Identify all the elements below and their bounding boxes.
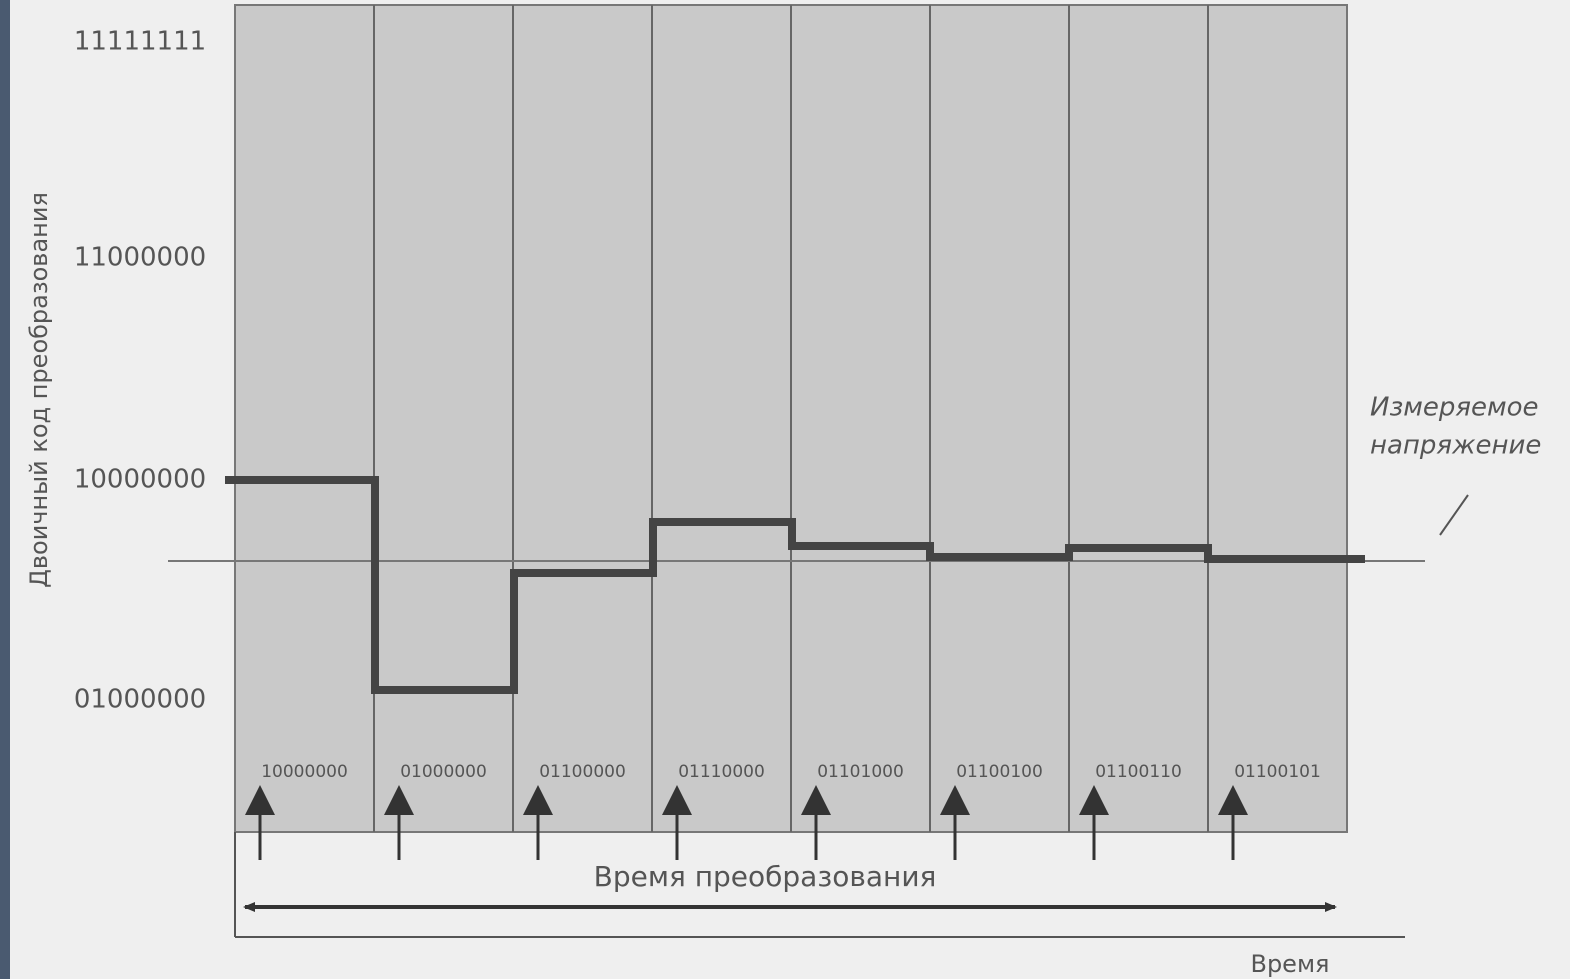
- code: 01000000: [400, 762, 487, 782]
- y-label: 01000000: [74, 685, 206, 715]
- code: 01101000: [817, 762, 904, 782]
- pointer: [1439, 494, 1469, 536]
- voltage-label: напряжение: [1370, 431, 1541, 461]
- code: 01100100: [956, 762, 1043, 782]
- column-lines: [373, 5, 1209, 832]
- conversion-time: Время преобразования: [594, 860, 937, 893]
- time-label: Время: [1250, 950, 1329, 978]
- code: 01100101: [1234, 762, 1321, 782]
- edge: [0, 0, 10, 979]
- code: 01110000: [678, 762, 765, 782]
- y-axis-title: Двоичный код преобразования: [25, 192, 53, 588]
- code: 01100000: [539, 762, 626, 782]
- y-label: 11000000: [74, 243, 206, 273]
- y-label: 11111111: [74, 27, 206, 57]
- code: 10000000: [261, 762, 348, 782]
- y-label: 10000000: [74, 465, 206, 495]
- approximation-steps: [225, 476, 1365, 694]
- code: 01100110: [1095, 762, 1182, 782]
- voltage-label: Измеряемое: [1370, 393, 1539, 423]
- codes: 10000000 01000000 01100000 01110000 01101000…: [245, 762, 1321, 860]
